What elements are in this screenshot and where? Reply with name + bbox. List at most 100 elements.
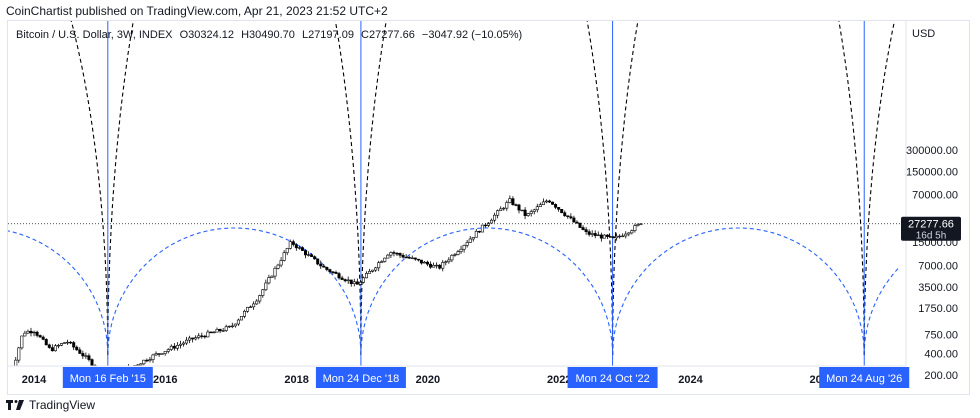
candle-up bbox=[148, 356, 152, 363]
candle-down bbox=[581, 225, 585, 231]
last-price-countdown: 16d 5h bbox=[916, 231, 947, 242]
cycle-date-label: Mon 24 Dec '18 bbox=[315, 367, 406, 388]
candle-down bbox=[523, 207, 527, 220]
candle-up bbox=[624, 231, 628, 239]
candle-up bbox=[267, 274, 271, 285]
candle-up bbox=[422, 261, 426, 264]
candle-down bbox=[316, 258, 320, 266]
candle-down bbox=[41, 335, 45, 341]
candle-up bbox=[474, 228, 478, 238]
price-axis: USD 200.00 400.00 750.00 1750.00 3500.00 7000.… bbox=[905, 21, 958, 382]
candle-up bbox=[380, 260, 384, 263]
time-tick-label: 2018 bbox=[284, 374, 308, 386]
price-tick-label: 70000.00 bbox=[912, 190, 958, 202]
svg-text:Mon 24 Aug '26: Mon 24 Aug '26 bbox=[826, 373, 902, 385]
candle-down bbox=[203, 334, 207, 339]
candle-up bbox=[636, 223, 640, 227]
candle-up bbox=[285, 247, 289, 256]
candle-down bbox=[81, 350, 85, 359]
candle-up bbox=[264, 279, 268, 292]
candle-down bbox=[47, 343, 51, 349]
candle-up bbox=[178, 340, 182, 349]
candle-down bbox=[578, 222, 582, 229]
candle-down bbox=[395, 252, 399, 256]
candle-down bbox=[355, 278, 359, 285]
candle-up bbox=[505, 200, 509, 211]
candle-down bbox=[69, 341, 73, 345]
candle-down bbox=[209, 331, 213, 334]
published-by-header: CoinChartist published on TradingView.co… bbox=[6, 4, 388, 18]
candle-down bbox=[429, 261, 433, 269]
cycle-lines bbox=[107, 21, 865, 366]
last-price-value: 27277.66 bbox=[908, 219, 954, 231]
top-arc bbox=[612, 21, 865, 355]
candle-up bbox=[282, 250, 286, 262]
candle-up bbox=[441, 260, 445, 272]
price-tick-label: 750.00 bbox=[924, 329, 958, 341]
candle-up bbox=[520, 209, 524, 212]
candle-down bbox=[303, 249, 307, 259]
candle-up bbox=[361, 276, 365, 284]
candle-up bbox=[544, 199, 548, 204]
candle-up bbox=[371, 269, 375, 273]
candle-up bbox=[288, 239, 292, 250]
candle-down bbox=[425, 260, 429, 267]
candle-up bbox=[499, 206, 503, 211]
bottom-arc bbox=[107, 227, 362, 356]
candle-down bbox=[294, 243, 298, 251]
candle-down bbox=[334, 270, 338, 274]
bottom-arc bbox=[360, 227, 614, 356]
candle-up bbox=[432, 262, 436, 268]
candle-down bbox=[554, 203, 558, 210]
candle-up bbox=[471, 236, 475, 242]
cycle-date-label: Mon 24 Aug '26 bbox=[819, 367, 910, 388]
price-tick-label: 7000.00 bbox=[918, 261, 958, 273]
cycle-labels: Mon 16 Feb '15 Mon 24 Dec '18 Mon 24 Oct '… bbox=[62, 367, 910, 388]
candle-up bbox=[480, 224, 484, 233]
candle-down bbox=[72, 340, 76, 351]
candle-down bbox=[569, 213, 573, 220]
candle-down bbox=[547, 199, 551, 203]
bottom-arc bbox=[863, 265, 900, 356]
candle-down bbox=[145, 358, 149, 363]
candle-down bbox=[587, 229, 591, 237]
candle-up bbox=[273, 266, 277, 280]
candle-up bbox=[468, 236, 472, 243]
candle-up bbox=[383, 257, 387, 263]
bottom-arc bbox=[8, 230, 109, 355]
candle-down bbox=[605, 234, 609, 239]
candle-down bbox=[191, 337, 195, 343]
candle-up bbox=[160, 353, 164, 355]
candle-down bbox=[310, 253, 314, 257]
candle-up bbox=[465, 239, 469, 248]
candle-up bbox=[26, 329, 30, 334]
candle-up bbox=[486, 222, 490, 228]
candle-down bbox=[328, 268, 332, 274]
candle-up bbox=[462, 244, 466, 253]
candle-up bbox=[502, 206, 506, 211]
candle-down bbox=[593, 230, 597, 239]
candle-up bbox=[602, 234, 606, 239]
tradingview-logo-icon bbox=[6, 400, 24, 410]
candle-up bbox=[630, 229, 634, 235]
candle-up bbox=[142, 359, 146, 366]
candle-down bbox=[291, 239, 295, 247]
candle-up bbox=[230, 322, 234, 329]
candle-down bbox=[608, 236, 612, 238]
svg-text:Mon 24 Dec '18: Mon 24 Dec '18 bbox=[323, 373, 400, 385]
candle-up bbox=[249, 305, 253, 308]
top-arc bbox=[360, 21, 614, 356]
candle-up bbox=[139, 363, 143, 366]
candle-down bbox=[343, 278, 347, 283]
candle-down bbox=[157, 353, 161, 357]
candle-up bbox=[493, 212, 497, 223]
candle-up bbox=[435, 262, 439, 269]
candle-up bbox=[297, 245, 301, 250]
candle-down bbox=[172, 343, 176, 351]
candle-up bbox=[233, 323, 237, 328]
candle-up bbox=[181, 341, 185, 347]
candle-down bbox=[557, 206, 561, 212]
candle-up bbox=[639, 223, 643, 226]
candle-down bbox=[38, 334, 42, 338]
